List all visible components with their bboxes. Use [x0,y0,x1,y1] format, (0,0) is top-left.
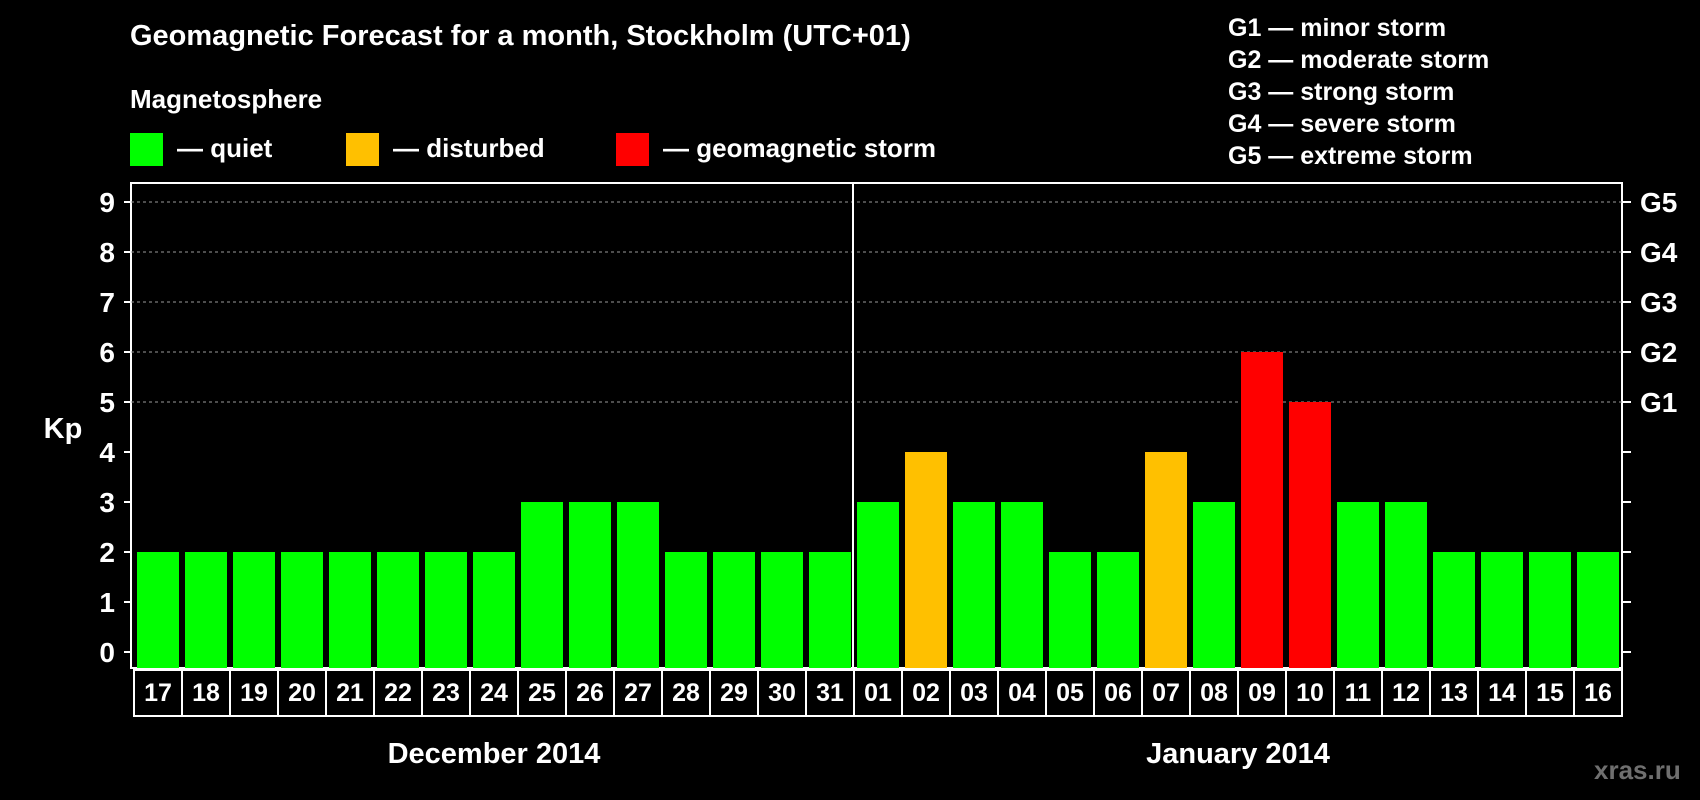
bar-25 [521,502,563,668]
y-tick-label: 6 [99,337,115,368]
y-tick-label: 4 [99,437,115,468]
bar-05 [1049,552,1091,668]
right-axis-label-g4: G4 [1640,237,1678,268]
right-axis-label-g2: G2 [1640,337,1677,368]
bar-12 [1385,502,1427,668]
legend-heading: Magnetosphere [130,84,323,114]
date-row [133,669,1623,717]
bar-26 [569,502,611,668]
bar-21 [329,552,371,668]
x-tick-label: 27 [624,679,652,707]
y-tick-label: 2 [99,537,115,568]
x-tick-label: 17 [144,679,172,707]
bar-09 [1241,352,1283,668]
bar-19 [233,552,275,668]
y-tick-label: 3 [99,487,115,518]
x-tick-label: 11 [1345,679,1372,707]
bar-10 [1289,402,1331,668]
y-axis-label: Kp [44,413,83,445]
bar-15 [1529,552,1571,668]
x-tick-label: 24 [480,679,508,707]
g-scale-item-g3: G3 — strong storm [1228,78,1455,106]
bar-22 [377,552,419,668]
bar-13 [1433,552,1475,668]
bar-23 [425,552,467,668]
x-tick-label: 07 [1152,679,1180,707]
y-tick-label: 5 [99,387,115,418]
bar-02 [905,452,947,668]
x-tick-label: 03 [960,679,988,707]
x-tick-label: 06 [1104,679,1132,707]
x-tick-label: 16 [1584,679,1612,707]
right-axis-label-g5: G5 [1640,187,1677,218]
g-scale-item-g5: G5 — extreme storm [1228,142,1473,170]
g-scale-item-g4: G4 — severe storm [1228,110,1456,138]
bar-08 [1193,502,1235,668]
month-label-0: December 2014 [388,738,601,770]
bar-03 [953,502,995,668]
x-tick-label: 10 [1296,679,1324,707]
x-tick-label: 20 [288,679,316,707]
x-tick-label: 18 [192,679,220,707]
x-tick-label: 14 [1488,679,1516,707]
bar-31 [809,552,851,668]
legend-swatch-quiet [130,133,163,166]
chart-title: Geomagnetic Forecast for a month, Stockh… [130,20,911,52]
x-tick-label: 13 [1440,679,1468,707]
legend-swatch-disturbed [346,133,379,166]
x-tick-label: 04 [1008,679,1036,707]
legend-label-storm: — geomagnetic storm [663,133,937,163]
y-tick-label: 1 [99,587,115,618]
bar-29 [713,552,755,668]
g-scale-item-g2: G2 — moderate storm [1228,46,1490,74]
bar-18 [185,552,227,668]
bar-01 [857,502,899,668]
x-tick-label: 21 [336,679,364,707]
x-tick-label: 08 [1200,679,1228,707]
bar-14 [1481,552,1523,668]
x-tick-label: 22 [384,679,412,707]
x-tick-label: 25 [528,679,556,707]
y-tick-label: 9 [99,187,115,218]
right-axis-label-g1: G1 [1640,387,1677,418]
x-tick-label: 31 [816,679,844,707]
g-scale-item-g1: G1 — minor storm [1228,14,1447,42]
y-tick-label: 7 [99,287,115,318]
watermark: xras.ru [1594,755,1681,785]
x-tick-label: 01 [864,679,892,707]
x-tick-label: 15 [1536,679,1564,707]
x-tick-label: 02 [912,679,940,707]
bar-11 [1337,502,1379,668]
legend-label-quiet: — quiet [177,133,273,163]
x-tick-label: 12 [1392,679,1420,707]
month-label-1: January 2014 [1146,738,1330,770]
bar-16 [1577,552,1619,668]
x-tick-label: 28 [672,679,700,707]
x-tick-label: 05 [1056,679,1084,707]
bar-07 [1145,452,1187,668]
x-tick-label: 09 [1248,679,1276,707]
bar-24 [473,552,515,668]
x-tick-label: 23 [432,679,460,707]
x-tick-label: 19 [240,679,268,707]
bar-04 [1001,502,1043,668]
x-tick-label: 30 [768,679,796,707]
bar-30 [761,552,803,668]
x-tick-label: 26 [576,679,604,707]
legend-swatch-storm [616,133,649,166]
bar-28 [665,552,707,668]
right-axis-label-g3: G3 [1640,287,1677,318]
legend-label-disturbed: — disturbed [393,133,545,163]
x-tick-label: 29 [720,679,748,707]
bar-06 [1097,552,1139,668]
y-tick-label: 8 [99,237,115,268]
bar-17 [137,552,179,668]
bar-20 [281,552,323,668]
y-tick-label: 0 [99,637,115,668]
bar-27 [617,502,659,668]
